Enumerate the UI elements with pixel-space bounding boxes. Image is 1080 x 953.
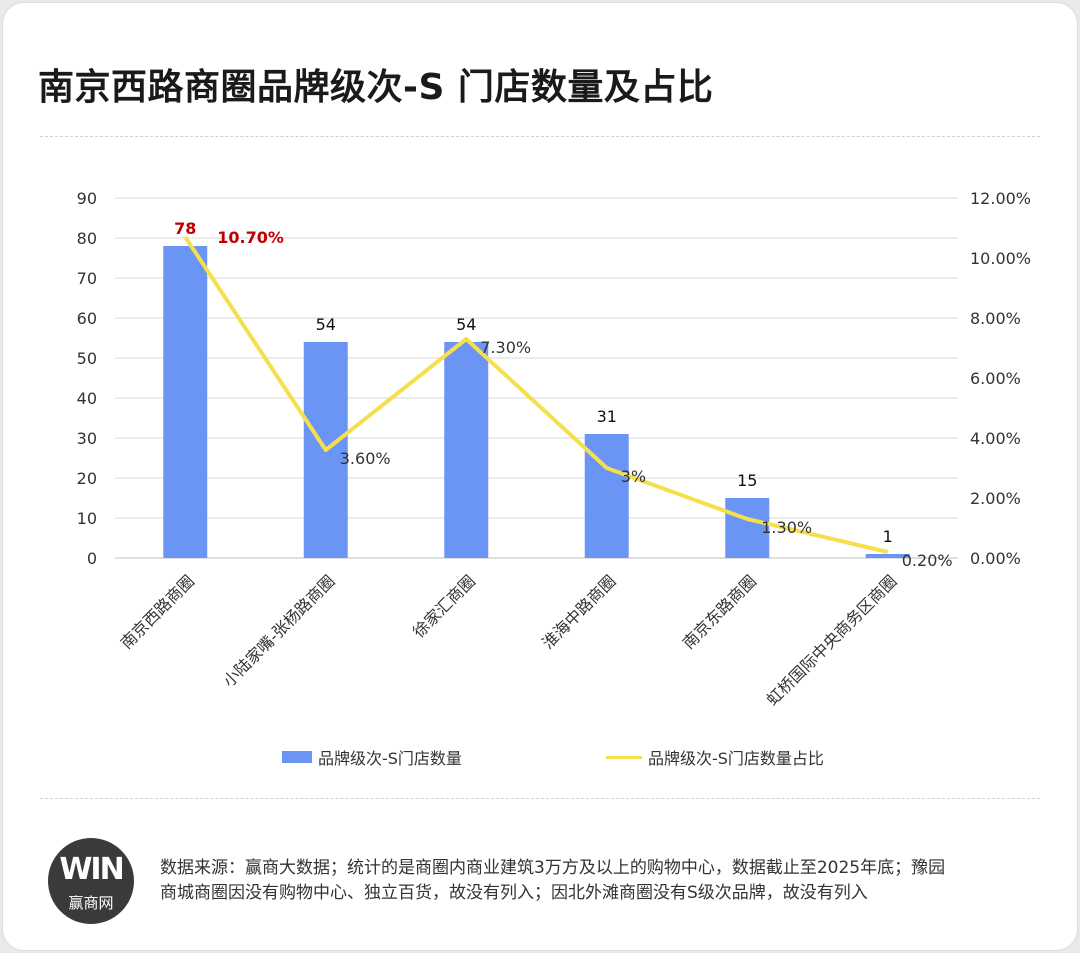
y-left-tick-label: 90 (77, 189, 97, 208)
line-series (183, 235, 889, 554)
bar-value-label: 15 (737, 471, 757, 490)
y-left-tick-label: 20 (77, 469, 97, 488)
line-value-label: 1.30% (761, 518, 812, 537)
x-category-label: 徐家汇商圈 (409, 571, 479, 641)
bar (725, 498, 770, 558)
title-divider (40, 136, 1040, 137)
y-left-tick-label: 10 (77, 509, 97, 528)
y-left-tick-label: 0 (87, 549, 97, 568)
legend-line-swatch (606, 755, 642, 759)
line-value-label: 7.30% (480, 338, 531, 357)
line-value-label: 10.70% (217, 228, 284, 247)
brand-logo: WIN 赢商网 (48, 838, 134, 924)
chart-title: 南京西路商圈品牌级次-S 门店数量及占比 (38, 67, 714, 108)
footer-divider (40, 798, 1040, 799)
x-category-label: 南京东路商圈 (679, 571, 760, 652)
bar-value-label: 1 (883, 527, 893, 546)
y-right-tick-label: 0.00% (970, 549, 1021, 568)
y-right-tick-label: 2.00% (970, 489, 1021, 508)
y-left-tick-label: 30 (77, 429, 97, 448)
y-left-tick-label: 60 (77, 309, 97, 328)
x-category-label: 小陆家嘴-张杨路商圈 (219, 571, 338, 690)
y-right-tick-label: 10.00% (970, 249, 1031, 268)
legend-line-label: 品牌级次-S门店数量占比 (648, 749, 824, 768)
x-category-label: 淮海中路商圈 (538, 571, 619, 652)
bar-value-label: 54 (316, 315, 336, 334)
logo-mark: WIN (59, 852, 124, 887)
y-right-tick-label: 12.00% (970, 189, 1031, 208)
bar-value-label: 31 (597, 407, 617, 426)
line-value-label: 0.20% (902, 551, 953, 570)
legend-item-line: 品牌级次-S门店数量占比 (606, 745, 824, 769)
y-right-tick-label: 4.00% (970, 429, 1021, 448)
y-left-tick-label: 50 (77, 349, 97, 368)
y-left-tick-label: 40 (77, 389, 97, 408)
bar-value-label: 78 (174, 219, 196, 238)
x-category-label: 虹桥国际中央商务区商圈 (763, 571, 901, 709)
source-note: 数据来源：赢商大数据；统计的是商圈内商业建筑3万方及以上的购物中心，数据截止至2… (160, 858, 946, 903)
line-value-label: 3.60% (340, 449, 391, 468)
legend-item-bar: 品牌级次-S门店数量 (282, 745, 462, 769)
bar (865, 554, 910, 558)
y-right-tick-label: 8.00% (970, 309, 1021, 328)
y-left-tick-label: 80 (77, 229, 97, 248)
legend-bar-label: 品牌级次-S门店数量 (318, 749, 462, 768)
chart-plot: 0 10 20 30 40 50 60 70 80 90 0.00% 2.00% 4.00% 6.00% 8… (77, 189, 1031, 709)
bar (163, 246, 208, 558)
bar-value-label: 54 (456, 315, 476, 334)
bar (444, 342, 489, 558)
y-left-tick-label: 70 (77, 269, 97, 288)
x-category-label: 南京西路商圈 (117, 571, 198, 652)
legend-bar-swatch (282, 751, 312, 763)
line-value-label: 3% (621, 467, 646, 486)
y-right-tick-label: 6.00% (970, 369, 1021, 388)
logo-name: 赢商网 (68, 894, 114, 912)
